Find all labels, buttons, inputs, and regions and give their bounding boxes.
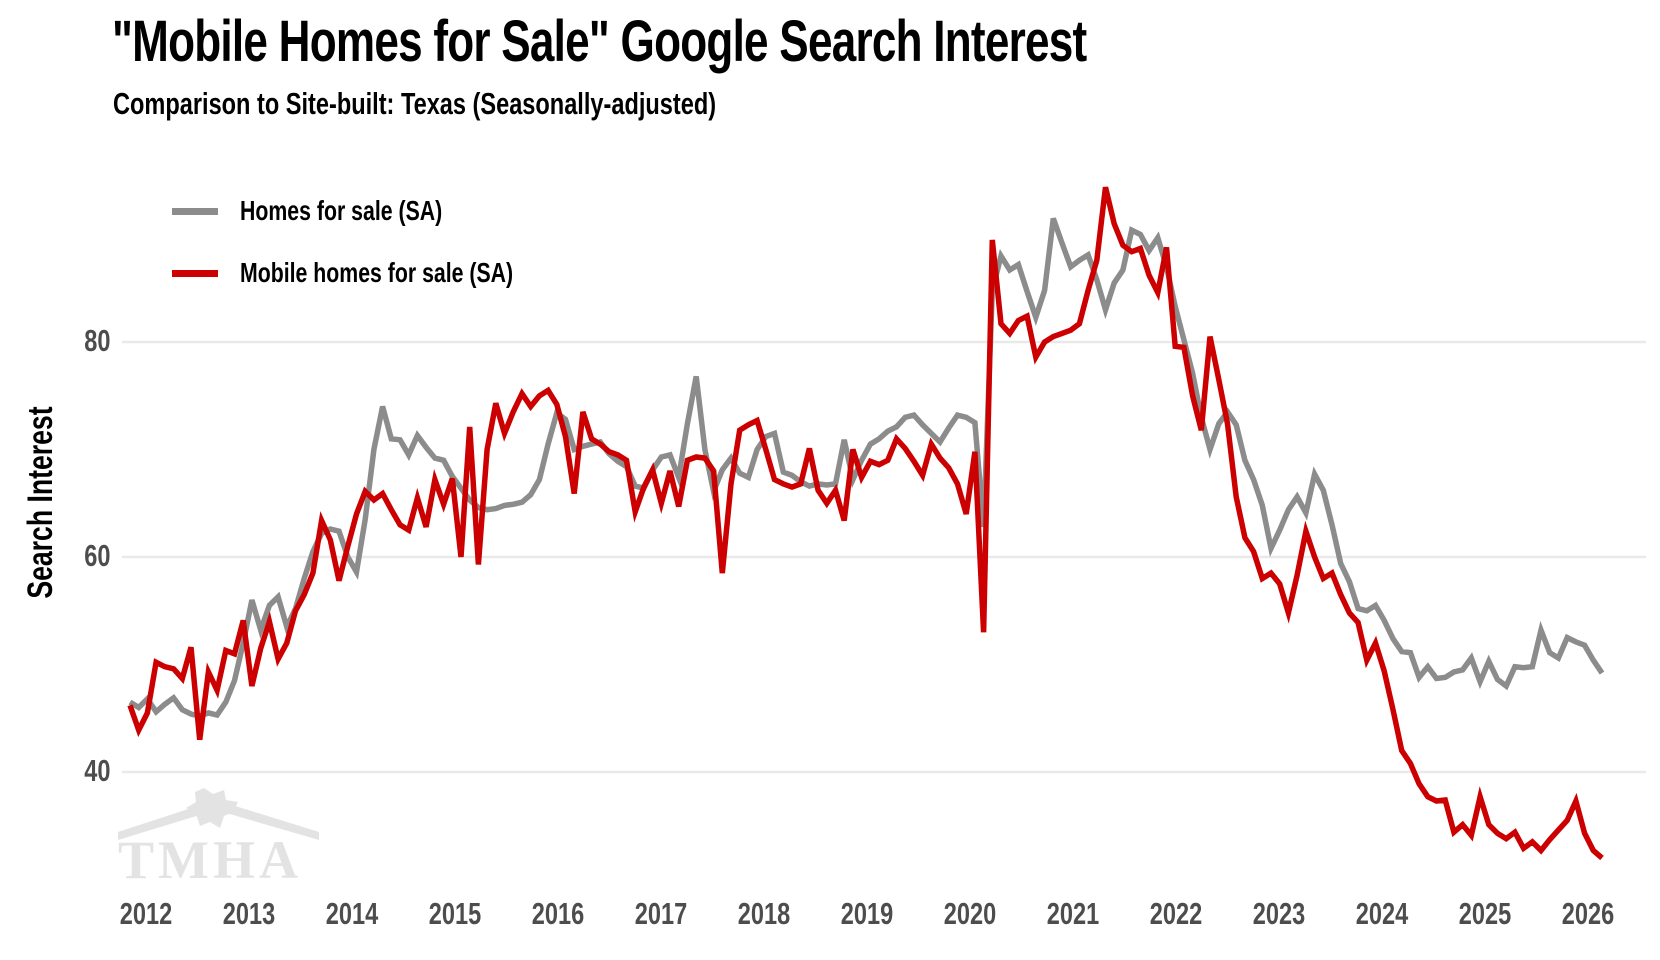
x-tick-label-2025: 2025 — [1458, 896, 1512, 931]
legend-item-mobile-homes-for-sale: Mobile homes for sale (SA) — [172, 254, 599, 292]
page-title-text: "Mobile Homes for Sale" Google Search In… — [112, 9, 1087, 74]
x-tick-label-2016: 2016 — [531, 896, 585, 931]
y-tick-text: 40 — [83, 753, 110, 788]
page-title: "Mobile Homes for Sale" Google Search In… — [112, 8, 1394, 75]
x-tick-label-2020: 2020 — [943, 896, 997, 931]
x-tick-label-2026: 2026 — [1561, 896, 1615, 931]
y-tick-text: 80 — [83, 323, 110, 358]
chart-subtitle-text: Comparison to Site-built: Texas (Seasona… — [113, 86, 717, 121]
x-tick-label-2014: 2014 — [325, 896, 379, 931]
x-tick-label-2021: 2021 — [1046, 896, 1100, 931]
legend-item-homes-for-sale: Homes for sale (SA) — [172, 192, 599, 230]
y-tick-label-40: 40 — [30, 753, 110, 789]
chart-subtitle: Comparison to Site-built: Texas (Seasona… — [113, 86, 907, 122]
x-tick-label-2018: 2018 — [737, 896, 791, 931]
x-tick-label-2012: 2012 — [119, 896, 173, 931]
x-tick-label-2013: 2013 — [222, 896, 276, 931]
x-tick-label-2019: 2019 — [840, 896, 894, 931]
x-tick-label-2017: 2017 — [634, 896, 688, 931]
legend-label: Mobile homes for sale (SA) — [240, 257, 514, 288]
x-tick-label-2023: 2023 — [1252, 896, 1306, 931]
y-tick-label-60: 60 — [30, 538, 110, 574]
x-tick-label-2024: 2024 — [1355, 896, 1409, 931]
x-tick-label-2015: 2015 — [428, 896, 482, 931]
legend-label: Homes for sale (SA) — [240, 195, 443, 226]
y-axis-title: Search Interest — [21, 343, 63, 663]
series-line-homes-for-sale — [128, 217, 1605, 719]
legend-swatch-gray-line — [172, 207, 218, 215]
legend-swatch-red-line — [172, 269, 218, 277]
x-tick-label-2022: 2022 — [1149, 896, 1203, 931]
series-line-mobile-homes-for-sale — [127, 186, 1604, 861]
y-tick-text: 60 — [83, 538, 110, 573]
legend: Homes for sale (SA) Mobile homes for sal… — [172, 192, 599, 316]
y-tick-label-80: 80 — [30, 323, 110, 359]
